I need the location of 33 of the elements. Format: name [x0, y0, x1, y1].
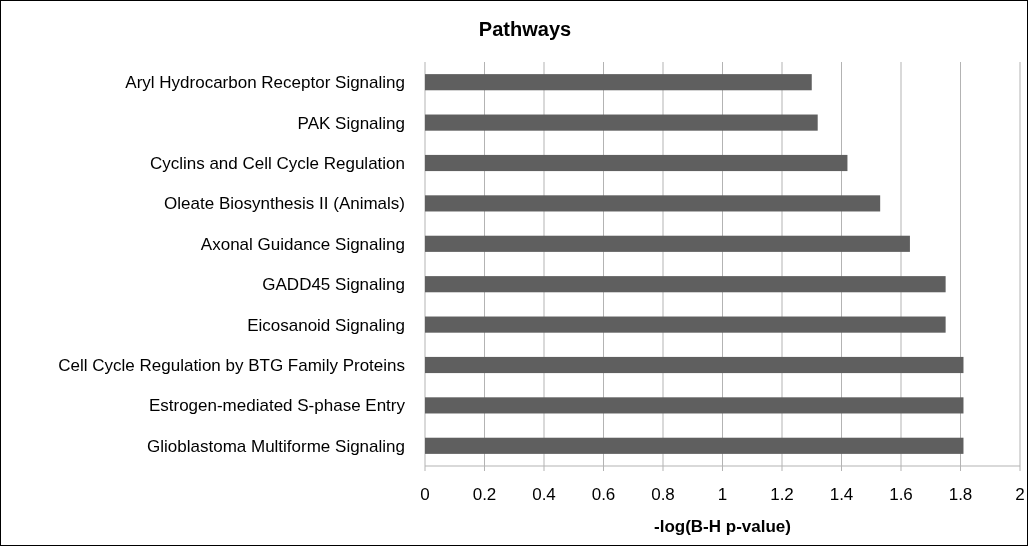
x-tick-label: 1.6: [889, 485, 913, 504]
bar: [425, 154, 848, 172]
bar: [425, 437, 964, 454]
y-tick-label: Aryl Hydrocarbon Receptor Signaling: [125, 73, 405, 93]
x-tick-label: 0: [420, 485, 430, 504]
x-tick-label: 2: [1015, 485, 1025, 504]
y-tick-label: Axonal Guidance Signaling: [200, 234, 405, 254]
bar: [425, 356, 964, 374]
bar: [425, 397, 964, 414]
x-tick-label: 1: [717, 485, 728, 504]
x-tick-label: 1.8: [948, 485, 973, 504]
y-tick-label: Cyclins and Cell Cycle Regulation: [149, 153, 405, 173]
bar: [425, 74, 812, 91]
y-tick-label: GADD45 Signaling: [262, 275, 405, 295]
bar: [425, 235, 910, 252]
y-tick-label: Cell Cycle Regulation by BTG Family Proteins: [58, 355, 405, 375]
x-tick-label: 0.8: [651, 485, 675, 504]
y-tick-label: PAK Signaling: [297, 113, 405, 133]
x-tick-label: 0.4: [532, 485, 556, 504]
y-tick-label: Oleate Biosynthesis II (Animals): [164, 194, 405, 214]
bar: [425, 316, 946, 333]
x-tick-label: 1.4: [829, 485, 854, 504]
x-axis-title: -log(B-H p-value): [654, 517, 791, 536]
y-tick-label: Eicosanoid Signaling: [247, 315, 405, 335]
bar: [425, 276, 946, 293]
x-tick-label: 0.2: [472, 485, 497, 504]
x-tick-label: 0.6: [591, 485, 616, 504]
bar: [425, 195, 881, 212]
y-tick-label: Glioblastoma Multiforme Signaling: [147, 436, 405, 456]
x-tick-label: 1.2: [770, 485, 794, 504]
chart-title: Pathways: [478, 18, 572, 40]
bar: [425, 114, 818, 131]
y-tick-label: Estrogen-mediated S-phase Entry: [148, 396, 406, 416]
